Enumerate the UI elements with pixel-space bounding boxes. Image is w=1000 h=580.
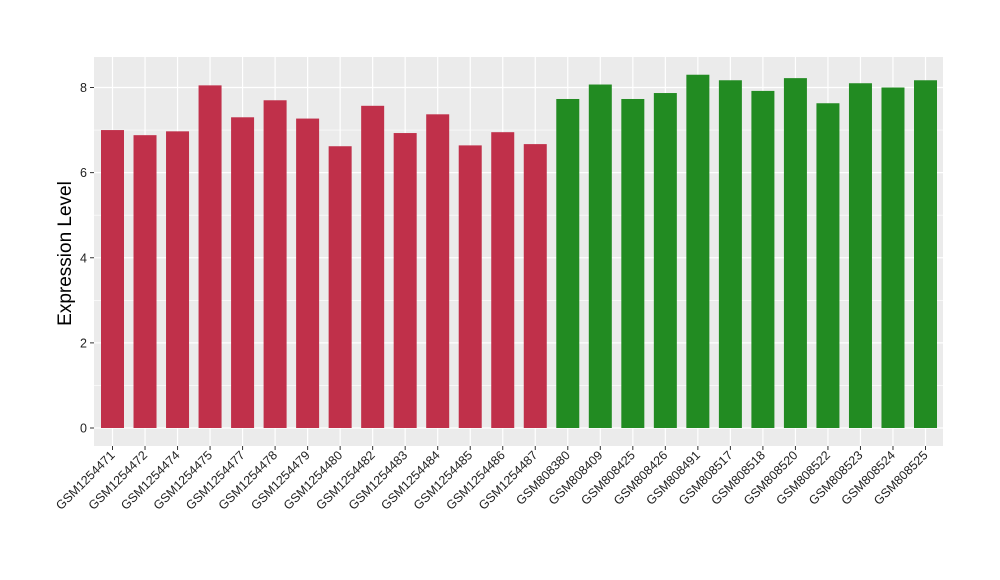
bar-GSM808523 <box>848 83 872 429</box>
bar-GSM808518 <box>751 90 775 428</box>
bar-GSM1254485 <box>458 145 482 428</box>
bar-GSM808522 <box>816 103 840 429</box>
bar-GSM1254486 <box>491 132 515 429</box>
bar-GSM808524 <box>881 87 905 428</box>
y-tick-label: 0 <box>80 422 87 436</box>
bars <box>101 74 937 429</box>
bar-GSM808425 <box>621 98 645 428</box>
bar-GSM1254474 <box>166 131 190 429</box>
y-tick-label: 4 <box>80 251 87 265</box>
bar-GSM1254483 <box>393 133 417 428</box>
y-tick-label: 6 <box>80 166 87 180</box>
bar-GSM808491 <box>686 74 710 428</box>
bar-GSM1254478 <box>263 100 287 429</box>
bar-GSM1254479 <box>296 118 320 429</box>
y-tick-label: 2 <box>80 336 87 350</box>
bar-GSM1254487 <box>523 144 547 428</box>
bar-GSM1254477 <box>231 117 255 428</box>
y-tick-label: 8 <box>80 81 87 95</box>
y-axis: 0 2 4 6 8 <box>80 81 94 436</box>
bar-GSM808380 <box>556 98 580 428</box>
x-axis: GSM1254471GSM1254472GSM1254474GSM1254475… <box>53 446 931 513</box>
bar-GSM808409 <box>588 84 612 428</box>
bar-GSM808517 <box>718 80 742 428</box>
bar-GSM1254484 <box>426 114 450 428</box>
bar-GSM1254475 <box>198 85 222 428</box>
bar-GSM1254472 <box>133 135 157 429</box>
y-axis-title: Expression Level <box>55 181 76 326</box>
bar-GSM1254482 <box>361 105 385 428</box>
bar-GSM808520 <box>783 78 807 428</box>
bar-GSM1254480 <box>328 146 352 428</box>
bar-GSM1254471 <box>101 130 124 428</box>
bar-GSM808426 <box>653 93 677 428</box>
bar-GSM808525 <box>914 80 937 428</box>
